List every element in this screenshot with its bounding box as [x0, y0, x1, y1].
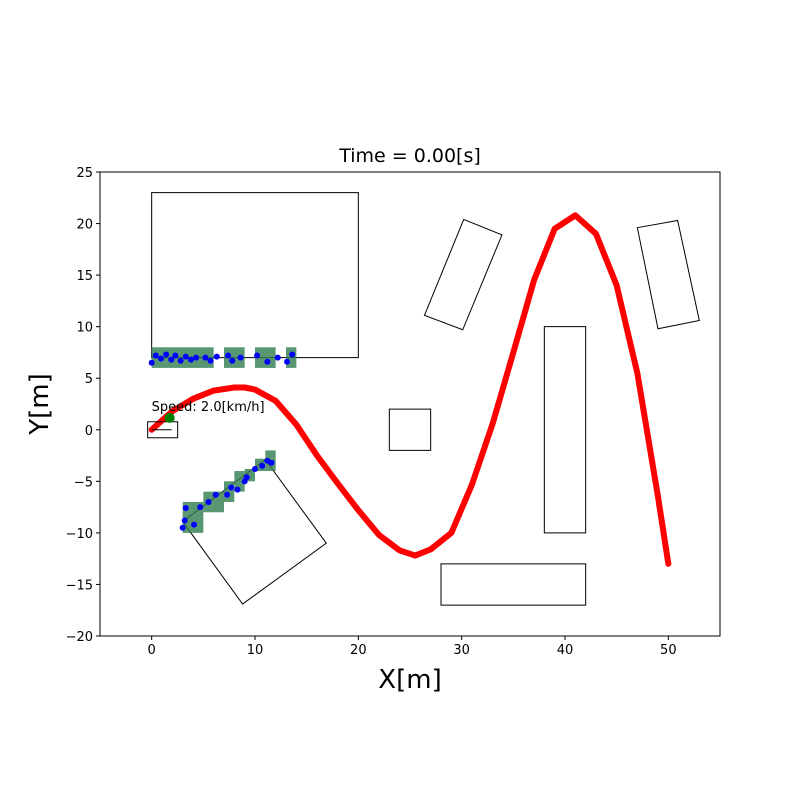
lidar-point: [172, 352, 179, 359]
vehicle: [147, 421, 179, 439]
lidar-point: [229, 357, 236, 364]
lidar-point: [284, 358, 291, 365]
lidar-point: [168, 356, 175, 363]
lidar-point: [202, 354, 209, 361]
obstacle: [181, 458, 327, 605]
occupied-cell: [286, 347, 297, 368]
lidar-point: [264, 358, 271, 365]
obstacle: [543, 326, 587, 534]
lidar-point: [237, 354, 244, 361]
lidar-point: [268, 459, 275, 466]
lidar-point: [177, 357, 184, 364]
lidar-point: [197, 504, 204, 511]
target-point: [164, 412, 175, 423]
planned-path: [148, 212, 672, 567]
chart-title: Time = 0.00[s]: [338, 145, 481, 167]
lidar-point: [191, 521, 198, 528]
x-tick-label: 10: [247, 643, 264, 658]
y-tick-label: −20: [66, 630, 93, 645]
lidar-point: [163, 351, 170, 358]
y-tick-label: 20: [76, 218, 93, 233]
y-axis-label: Y[m]: [25, 373, 55, 436]
y-tick-label: −10: [66, 527, 93, 542]
lidar-point: [254, 352, 261, 359]
occupied-cell: [234, 471, 245, 492]
lidar-point: [148, 359, 155, 366]
lidar-point: [259, 462, 266, 469]
y-tick-label: −5: [74, 475, 93, 490]
lidar-point: [225, 352, 232, 359]
x-tick-label: 40: [557, 643, 574, 658]
speed-annotation: Speed: 2.0[km/h]: [152, 400, 265, 415]
occupied-cell: [224, 347, 245, 368]
lidar-point: [207, 357, 214, 364]
lidar-point: [187, 356, 194, 363]
lidar-point: [181, 517, 188, 524]
lidar-point: [179, 524, 186, 531]
x-axis-label: X[m]: [378, 665, 441, 695]
obstacle: [440, 563, 587, 606]
y-tick-label: 0: [85, 424, 93, 439]
lidar-point: [252, 465, 258, 472]
lidar-point: [243, 474, 250, 481]
lidar-point: [213, 353, 220, 360]
y-tick-label: −15: [66, 578, 93, 593]
occupied-cell: [244, 468, 255, 482]
x-tick-label: 30: [453, 643, 470, 658]
lidar-point: [234, 486, 241, 493]
occupied-cell: [255, 347, 276, 368]
lidar-point: [152, 352, 159, 359]
lidar-point: [274, 354, 281, 361]
lidar-point: [228, 484, 235, 491]
axes-frame: [99, 171, 721, 637]
obstacle: [423, 218, 503, 331]
y-tick-label: 15: [76, 269, 93, 284]
y-tick-label: 5: [85, 372, 93, 387]
y-tick-label: 10: [76, 321, 93, 336]
lidar-point: [289, 351, 296, 358]
lidar-point: [193, 354, 200, 361]
lidar-point: [157, 355, 164, 362]
lidar-point: [224, 491, 231, 498]
y-tick-label: 25: [76, 166, 93, 181]
occupied-cell: [203, 491, 224, 513]
lidar-point: [205, 498, 212, 505]
x-tick-label: 0: [148, 643, 156, 658]
obstacle: [388, 408, 432, 451]
lidar-point: [182, 505, 189, 512]
lidar-point: [182, 353, 189, 360]
occupied-cell: [224, 481, 235, 502]
obstacle: [636, 219, 700, 330]
x-tick-label: 50: [660, 643, 677, 658]
obstacle: [151, 192, 359, 359]
x-tick-label: 20: [350, 643, 367, 658]
lidar-point: [212, 491, 219, 498]
